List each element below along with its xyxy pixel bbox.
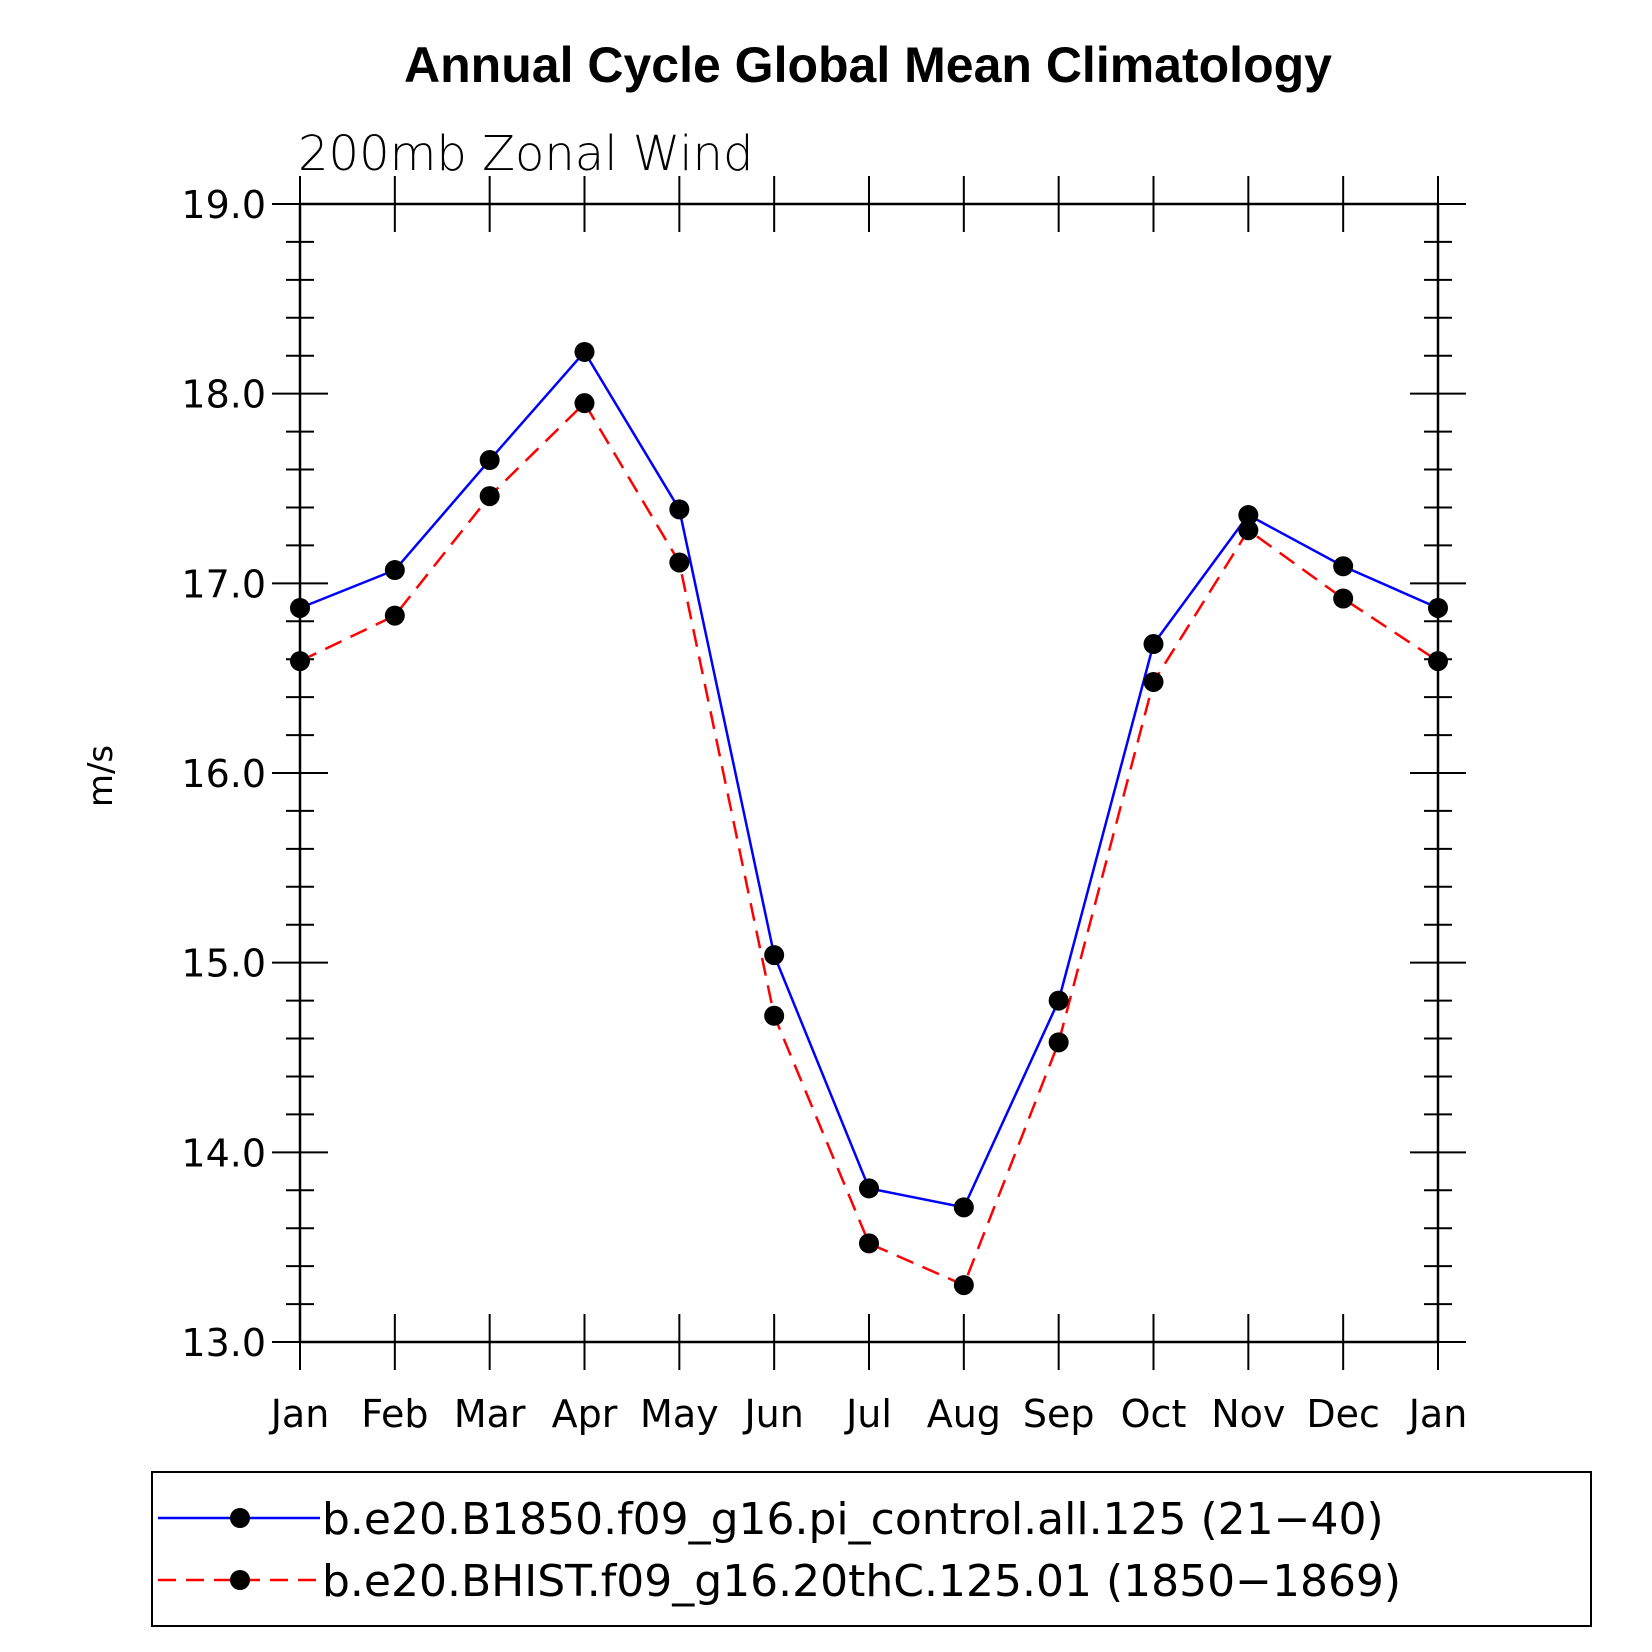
y-tick-label: 14.0 [181,1131,266,1175]
series-1-point [859,1178,879,1199]
x-tick-label: Mar [454,1392,526,1436]
series-1-point [574,341,595,362]
series-2-point [1143,671,1164,692]
x-tick-label: Jun [742,1392,803,1436]
x-tick-label: May [640,1392,719,1436]
series-2-point [1238,520,1259,541]
x-tick-label: Apr [552,1392,618,1436]
legend-box [151,1471,1592,1627]
series-2-point [764,1005,785,1026]
series-2-point [384,605,405,626]
series-2-point [1428,651,1448,672]
x-tick-label: Nov [1211,1392,1285,1436]
chart-title: Annual Cycle Global Mean Climatology [404,37,1332,93]
x-tick-label: Oct [1121,1392,1187,1436]
series-1-point [953,1197,974,1218]
series-1-point [1143,634,1164,655]
y-axis-label: m/s [81,745,121,807]
series-1-point [384,560,405,581]
series-1-point [479,450,500,471]
series-2-point [1333,588,1354,609]
y-tick-label: 18.0 [181,373,266,417]
series-layer [290,341,1448,1296]
x-tick-label: Jan [269,1392,330,1436]
series-1-point [290,597,310,618]
y-tick-label: 16.0 [181,752,266,796]
series-1-point [1428,597,1448,618]
y-tick-label: 19.0 [181,183,266,227]
x-tick-label: Feb [361,1392,428,1436]
legend-marker-2 [230,1570,250,1590]
x-tick-label: Sep [1023,1392,1095,1436]
series-1-point [1048,990,1069,1011]
series-1-point [669,499,690,520]
series-2-point [290,651,310,672]
legend-label-2: b.e20.BHIST.f09_g16.20thC.125.01 (1850−1… [322,1556,1401,1607]
series-2-point [574,393,595,414]
legend: b.e20.B1850.f09_g16.pi_control.all.125 (… [151,1471,1592,1627]
chart-subtitle: 200mb Zonal Wind [298,126,753,182]
series-1-line [299,349,1439,1209]
axes: 13.0 14.0 15.0 16.0 17.0 18.0 19.0 Jan Feb Mar Apr… [181,176,1467,1436]
series-2-point [479,486,500,507]
plot-frame [298,202,1440,1344]
y-tick-label: 15.0 [181,942,266,986]
series-2-point [1048,1032,1069,1053]
series-1-point [1238,505,1259,526]
x-tick-label: Dec [1306,1392,1380,1436]
y-tick-label: 17.0 [181,562,266,606]
series-2-point [669,552,690,573]
x-tick-label: Jan [1407,1392,1468,1436]
series-1-point [1333,556,1354,577]
legend-marker-1 [230,1508,250,1528]
x-tick-label: Aug [927,1392,1001,1436]
series-1-point [764,945,785,966]
legend-label-1: b.e20.B1850.f09_g16.pi_control.all.125 (… [322,1494,1384,1545]
series-2-point [859,1233,879,1254]
series-2-line [299,401,1439,1287]
x-tick-label: Jul [844,1392,892,1436]
series-2-point [953,1275,974,1296]
y-tick-label: 13.0 [181,1321,266,1365]
